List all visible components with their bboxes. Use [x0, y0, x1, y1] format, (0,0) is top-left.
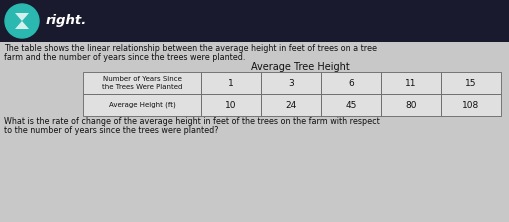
Text: farm and the number of years since the trees were planted.: farm and the number of years since the t…: [4, 53, 245, 62]
Bar: [83, 94, 201, 116]
Text: The table shows the linear relationship between the average height in feet of tr: The table shows the linear relationship …: [4, 44, 377, 53]
Text: 15: 15: [465, 79, 477, 87]
Bar: [201, 72, 261, 94]
Bar: [321, 72, 381, 94]
Text: to the number of years since the trees were planted?: to the number of years since the trees w…: [4, 126, 218, 135]
Text: 45: 45: [345, 101, 357, 109]
Bar: [261, 94, 321, 116]
Text: 10: 10: [225, 101, 237, 109]
Text: 3: 3: [288, 79, 294, 87]
Bar: [321, 94, 381, 116]
Text: 108: 108: [462, 101, 479, 109]
Bar: [0, 0, 509, 42]
Text: Average Tree Height: Average Tree Height: [250, 62, 349, 72]
Text: 80: 80: [405, 101, 417, 109]
Bar: [381, 94, 441, 116]
Bar: [201, 94, 261, 116]
Text: right.: right.: [46, 14, 87, 28]
Text: 6: 6: [348, 79, 354, 87]
Bar: [200, 0, 509, 42]
Text: 1: 1: [228, 79, 234, 87]
Polygon shape: [15, 13, 29, 21]
Bar: [441, 94, 501, 116]
Bar: [441, 72, 501, 94]
Bar: [381, 72, 441, 94]
Text: Number of Years Since
the Trees Were Planted: Number of Years Since the Trees Were Pla…: [102, 76, 182, 90]
Polygon shape: [15, 21, 29, 29]
Text: 24: 24: [286, 101, 297, 109]
Text: Average Height (ft): Average Height (ft): [108, 102, 176, 108]
Circle shape: [5, 4, 39, 38]
Text: 11: 11: [405, 79, 417, 87]
Bar: [261, 72, 321, 94]
Bar: [83, 72, 201, 94]
Text: What is the rate of change of the average height in feet of the trees on the far: What is the rate of change of the averag…: [4, 117, 380, 126]
